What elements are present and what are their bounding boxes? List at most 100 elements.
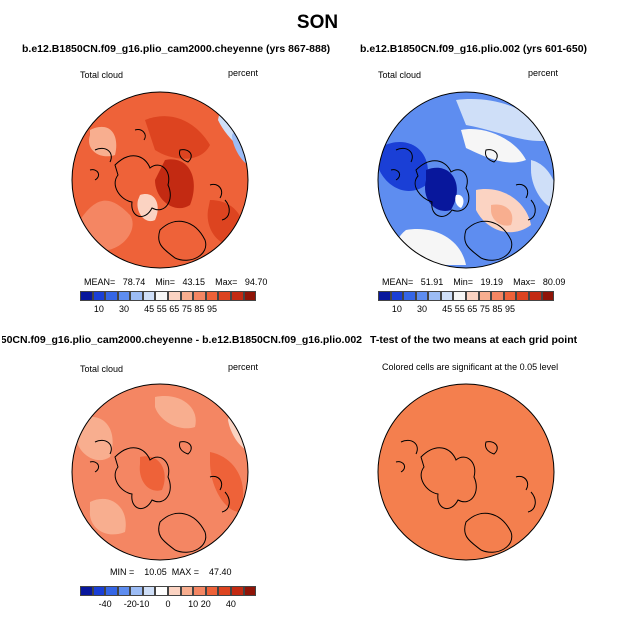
panel4-polar-map [377, 383, 555, 561]
panel4-note: Colored cells are significant at the 0.0… [382, 362, 559, 372]
colorbar-swatch [453, 291, 467, 301]
panel2-field-region [461, 129, 526, 163]
panel3-field-region [139, 456, 165, 491]
panel2-coastlines [390, 147, 536, 261]
colorbar-tick-label: -40 [98, 599, 112, 609]
colorbar-tick-label: 55 [156, 304, 167, 314]
colorbar-swatch [142, 291, 156, 301]
colorbar-swatch [180, 586, 194, 596]
panel1-map-boundary [71, 91, 249, 269]
colorbar-swatch [541, 291, 555, 301]
colorbar-swatch [491, 291, 504, 301]
panel2-map-boundary [377, 91, 555, 269]
panel1-field-region [137, 194, 158, 222]
panel2-field-region [456, 99, 551, 142]
panel4-coastlines [395, 439, 536, 553]
panel2-field-region [531, 160, 554, 210]
panel2-colorbar [378, 291, 555, 301]
colorbar-swatch [466, 291, 479, 301]
colorbar-swatch [503, 291, 517, 301]
panel1-units-label: percent [228, 68, 259, 78]
colorbar-tick-label: 45 [144, 304, 155, 314]
colorbar-swatch [80, 586, 93, 596]
colorbar-swatch [230, 586, 244, 596]
colorbar-swatch [130, 586, 143, 596]
colorbar-swatch [117, 586, 131, 596]
panel2-field-region [378, 142, 428, 191]
panel4-significance-fill [378, 384, 554, 560]
colorbar-swatch [243, 291, 257, 301]
colorbar-tick-label: 95 [206, 304, 218, 314]
colorbar-tick-label: -10 [136, 599, 150, 609]
panel3-title-text: B1850CN.f09_g16.plio_cam2000.cheyenne - … [2, 334, 362, 346]
colorbar-swatch [403, 291, 416, 301]
panel2-field-region [425, 167, 457, 211]
colorbar-swatch [193, 291, 206, 301]
panel3-units-label: percent [228, 362, 259, 372]
panel2-variable-label: Total cloud [378, 70, 422, 80]
panel1-polar-map [71, 91, 249, 269]
colorbar-tick-label: 85 [492, 304, 503, 314]
colorbar-swatch [440, 291, 454, 301]
panel3-coastlines [89, 439, 230, 553]
panel2-stats: MEAN= 51.91 Min= 19.19 Max= 80.09 [382, 277, 566, 287]
figure-title: SON [296, 12, 339, 33]
colorbar-swatch [142, 586, 156, 596]
panel3-colorbar [80, 586, 257, 596]
colorbar-swatch [528, 291, 542, 301]
colorbar-tick-label: 55 [454, 304, 465, 314]
colorbar-tick-label: 85 [194, 304, 205, 314]
colorbar-swatch [243, 586, 257, 596]
panel3-title: B1850CN.f09_g16.plio_cam2000.cheyenne - … [2, 334, 362, 346]
colorbar-swatch [105, 586, 118, 596]
panel3-polar-map [71, 383, 249, 561]
colorbar-tick-label: 75 [479, 304, 490, 314]
colorbar-swatch [478, 291, 492, 301]
colorbar-tick-label: 20 [200, 599, 211, 609]
colorbar-swatch [155, 586, 169, 596]
colorbar-swatch [205, 586, 219, 596]
colorbar-swatch [92, 586, 106, 596]
panel3-field-region [210, 452, 244, 512]
colorbar-swatch [168, 291, 181, 301]
colorbar-tick-label: 65 [467, 304, 478, 314]
colorbar-tick-label: 65 [169, 304, 180, 314]
colorbar-swatch [516, 291, 529, 301]
panel4-map-boundary [377, 383, 555, 561]
colorbar-swatch [155, 291, 169, 301]
panel1-field-region [145, 116, 210, 159]
colorbar-swatch [92, 291, 106, 301]
colorbar-tick-label: 45 [442, 304, 453, 314]
colorbar-swatch [168, 586, 181, 596]
panel1-title: b.e12.B1850CN.f09_g16.plio_cam2000.cheye… [22, 43, 331, 55]
colorbar-swatch [130, 291, 143, 301]
colorbar-swatch [230, 291, 244, 301]
colorbar-tick-label: 40 [225, 599, 236, 609]
panel1-colorbar [80, 291, 257, 301]
colorbar-swatch [378, 291, 391, 301]
panel2-title: b.e12.B1850CN.f09_g16.plio.002 (yrs 601-… [360, 43, 588, 55]
colorbar-swatch [80, 291, 93, 301]
colorbar-tick-label: 95 [504, 304, 516, 314]
colorbar-tick-label: -20 [123, 599, 137, 609]
panel2-field-region [455, 194, 464, 208]
panel3-field-region [155, 396, 196, 429]
panel2-units-label: percent [528, 68, 559, 78]
colorbar-swatch [205, 291, 219, 301]
panel3-stats: MIN = 10.05 MAX = 47.40 [110, 567, 232, 577]
colorbar-swatch [218, 291, 231, 301]
panel3-variable-label: Total cloud [80, 364, 124, 374]
panel1-field-region [89, 126, 117, 157]
panel3-map-boundary [71, 383, 249, 561]
colorbar-swatch [180, 291, 194, 301]
panel1-field-region [155, 159, 194, 209]
panel1-coastlines [89, 129, 230, 261]
colorbar-swatch [218, 586, 231, 596]
colorbar-swatch [415, 291, 429, 301]
colorbar-tick-label: 0 [165, 599, 171, 609]
panel2-field-region [491, 204, 513, 226]
colorbar-tick-label: 30 [118, 304, 130, 314]
colorbar-swatch [193, 586, 206, 596]
panel1-variable-label: Total cloud [80, 70, 124, 80]
colorbar-tick-label: 10 [391, 304, 402, 314]
